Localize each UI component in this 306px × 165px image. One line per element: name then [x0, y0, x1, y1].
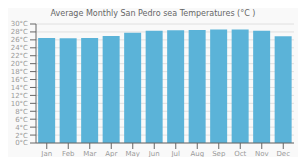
svg-text:24°C: 24°C: [11, 44, 28, 52]
svg-text:30°C: 30°C: [11, 20, 28, 28]
svg-text:May: May: [126, 150, 140, 157]
svg-text:18°C: 18°C: [11, 68, 28, 76]
svg-text:26°C: 26°C: [11, 36, 28, 44]
svg-text:22°C: 22°C: [11, 52, 28, 60]
svg-text:10°C: 10°C: [11, 100, 28, 108]
svg-text:Nov: Nov: [255, 150, 269, 157]
svg-text:Mar: Mar: [83, 150, 96, 157]
svg-text:12°C: 12°C: [11, 92, 28, 100]
svg-text:Oct: Oct: [234, 150, 246, 157]
svg-text:16°C: 16°C: [11, 76, 28, 84]
svg-text:Jul: Jul: [171, 150, 181, 157]
svg-text:Feb: Feb: [62, 150, 75, 157]
svg-text:14°C: 14°C: [11, 84, 28, 92]
svg-text:8°C: 8°C: [15, 108, 28, 116]
svg-text:Aug: Aug: [190, 150, 204, 157]
html-text:Average Monthly San Pedro sea: Average Monthly San Pedro sea Temperatur…: [50, 9, 256, 18]
svg-text:6°C: 6°C: [15, 116, 28, 124]
svg-text:Sep: Sep: [212, 150, 226, 157]
svg-text:28°C: 28°C: [11, 28, 28, 36]
svg-text:20°C: 20°C: [11, 60, 28, 68]
svg-text:0°C: 0°C: [15, 139, 28, 147]
svg-text:Jan: Jan: [40, 150, 52, 157]
svg-text:Jun: Jun: [148, 150, 160, 157]
svg-text:Apr: Apr: [105, 150, 117, 157]
svg-text:Dec: Dec: [276, 150, 290, 157]
svg-text:2°C: 2°C: [15, 132, 28, 140]
svg-text:4°C: 4°C: [15, 124, 28, 132]
